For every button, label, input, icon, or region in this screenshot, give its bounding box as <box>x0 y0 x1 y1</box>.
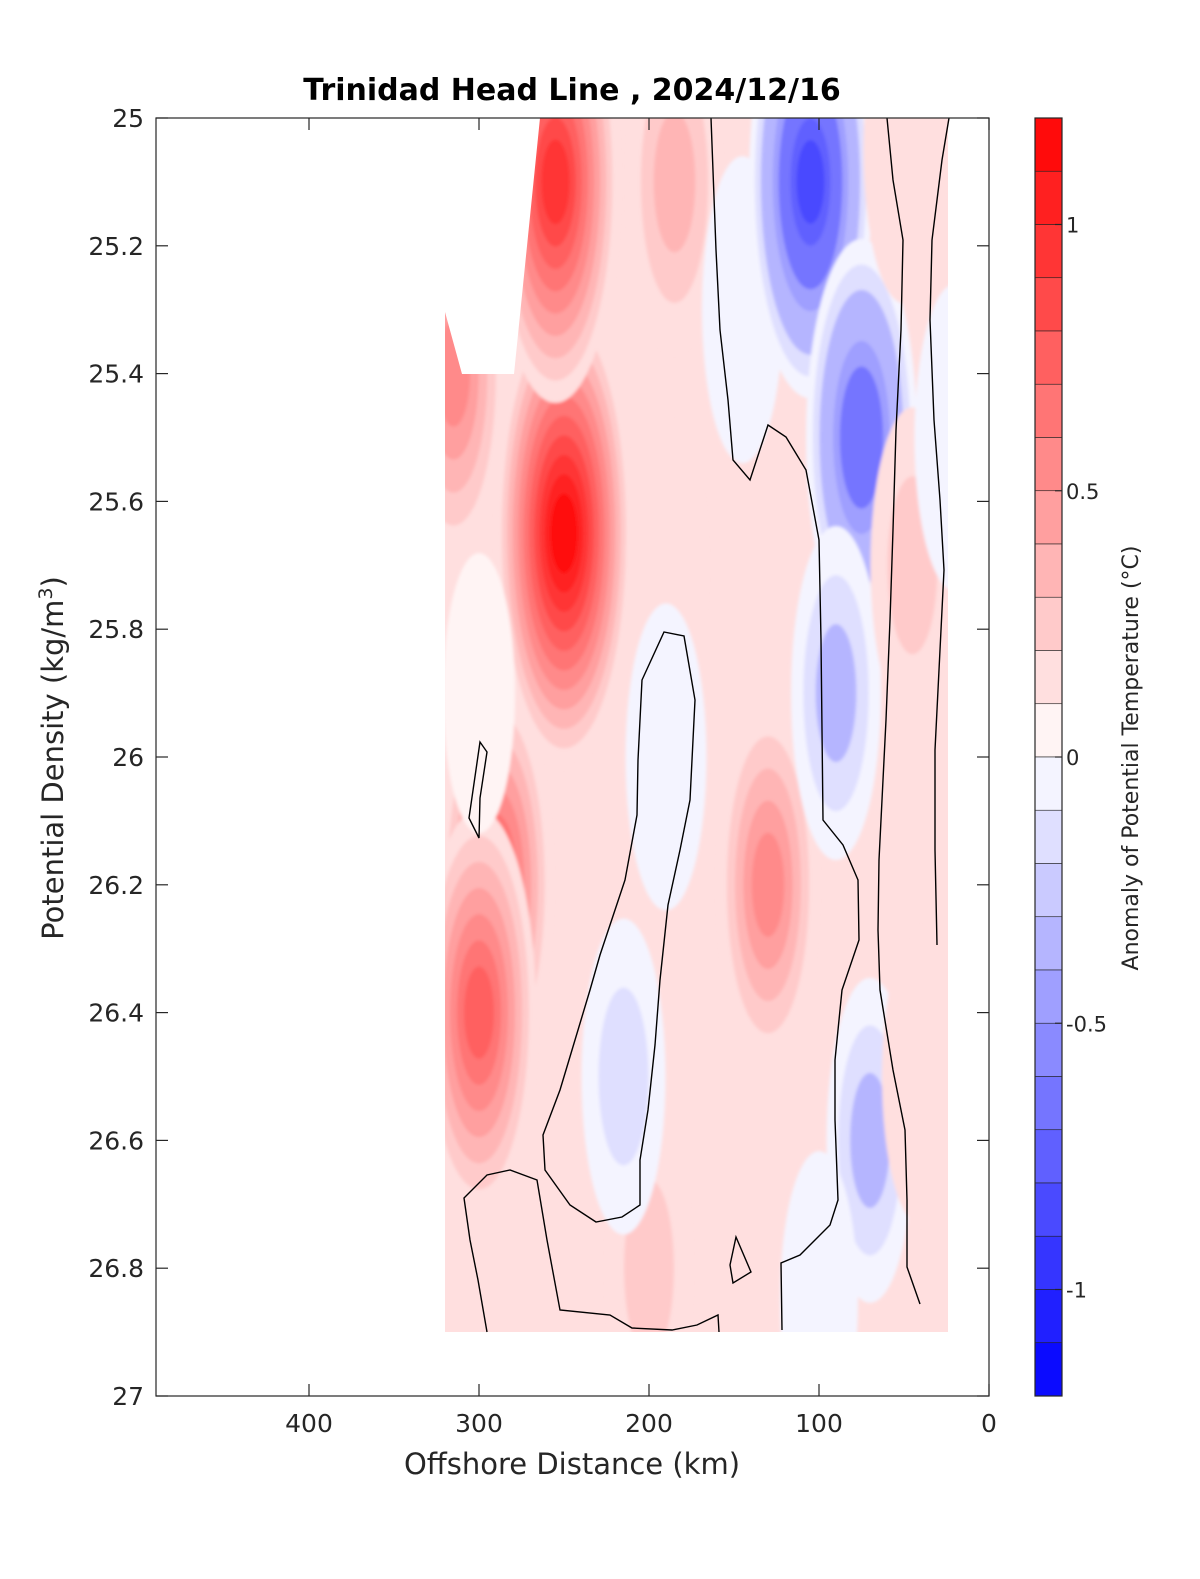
anomaly-band <box>541 139 570 225</box>
colorbar-segment <box>1034 703 1063 758</box>
colorbar-segment <box>1034 383 1063 438</box>
colorbar-segment <box>1034 969 1063 1024</box>
colorbar-segment <box>1034 1076 1063 1131</box>
anomaly-band <box>598 987 649 1166</box>
colorbar-tick-label: -0.5 <box>1066 1012 1107 1036</box>
y-tick-label: 26.2 <box>88 871 144 900</box>
y-tick-label: 26.6 <box>88 1126 144 1155</box>
y-tick-label: 25 <box>112 104 144 133</box>
colorbar-segment <box>1034 224 1063 279</box>
anomaly-band <box>882 927 948 1226</box>
zero-contour-line <box>729 1234 752 1285</box>
x-tick-label: 300 <box>455 1409 503 1438</box>
zero-contour-line <box>877 117 921 1305</box>
x-tick-label: 0 <box>981 1409 997 1438</box>
zero-contour-line <box>710 117 860 1331</box>
colorbar-segment <box>1034 490 1063 545</box>
x-tick-label: 400 <box>285 1409 333 1438</box>
colorbar-tick-label: 1 <box>1066 214 1079 238</box>
chart-title: Trinidad Head Line , 2024/12/16 <box>303 73 840 108</box>
colorbar-segment <box>1034 1289 1063 1344</box>
y-tick-label: 25.4 <box>88 360 144 389</box>
x-axis: 400 300 200 100 0 <box>285 118 997 1438</box>
colorbar-segment <box>1034 170 1063 225</box>
y-tick-label: 26 <box>112 743 144 772</box>
y-tick-label: 27 <box>112 1382 144 1411</box>
y-tick-label: 26.8 <box>88 1254 144 1283</box>
colorbar-segment <box>1034 1022 1063 1077</box>
colorbar-segment <box>1034 117 1063 172</box>
y-tick-label: 25.6 <box>88 487 144 516</box>
colorbar-segment <box>1034 1182 1063 1237</box>
y-axis-label: Potential Density (kg/m3) <box>35 576 70 940</box>
anomaly-band <box>914 284 948 591</box>
colorbar-segment <box>1034 1235 1063 1290</box>
x-axis-label: Offshore Distance (km) <box>404 1447 740 1481</box>
no-data-notch <box>440 118 540 374</box>
colorbar-segment <box>1034 650 1063 705</box>
y-axis-label-superscript: 3 <box>35 587 57 599</box>
colorbar-segment <box>1034 437 1063 492</box>
colorbar-segment <box>1034 1342 1063 1397</box>
colorbar-segment <box>1034 543 1063 598</box>
anomaly-band <box>550 493 578 573</box>
colorbar-tick-label: -1 <box>1066 1279 1087 1303</box>
anomaly-band <box>815 624 857 763</box>
anomaly-band <box>846 392 877 483</box>
y-tick-label: 25.8 <box>88 615 144 644</box>
colorbar-segment <box>1034 863 1063 918</box>
anomaly-band <box>751 832 785 937</box>
y-axis-label-close: ) <box>36 576 70 587</box>
anomaly-band <box>863 118 945 304</box>
anomaly-band <box>780 1151 858 1332</box>
y-axis: 25 25.2 25.4 25.6 25.8 26 26.2 26.4 26.6 26.8 27 <box>88 104 989 1411</box>
zero-contour-line <box>468 740 488 839</box>
colorbar-segment <box>1034 596 1063 651</box>
colorbar-segment <box>1034 809 1063 864</box>
y-axis-label-main: Potential Density (kg/m <box>36 600 70 940</box>
zero-contours <box>463 117 950 1333</box>
colorbar-segment <box>1034 330 1063 385</box>
anomaly-band <box>796 140 825 224</box>
colorbar-segment <box>1034 756 1063 811</box>
x-tick-label: 100 <box>795 1409 843 1438</box>
anomaly-band <box>653 118 696 253</box>
anomaly-band <box>464 966 494 1059</box>
anomaly-band <box>625 603 707 911</box>
anomaly-band <box>445 553 515 834</box>
anomaly-band <box>850 1072 890 1208</box>
colorbar-segment <box>1034 1129 1063 1184</box>
y-tick-label: 26.4 <box>88 999 144 1028</box>
colorbar-segment <box>1034 277 1063 332</box>
zero-contour-line <box>929 117 950 946</box>
y-tick-label: 25.2 <box>88 232 144 261</box>
colorbar-ticks: 1 0.5 0 -0.5 -1 <box>1055 214 1107 1303</box>
colorbar-tick-label: 0 <box>1066 746 1079 770</box>
colorbar-label: Anomaly of Potential Temperature (°C) <box>1119 546 1144 971</box>
zero-contour-line <box>463 1169 720 1333</box>
colorbar-segment <box>1034 916 1063 971</box>
zero-contour-line <box>542 631 696 1223</box>
x-tick-label: 200 <box>625 1409 673 1438</box>
colorbar-tick-label: 0.5 <box>1066 480 1099 504</box>
